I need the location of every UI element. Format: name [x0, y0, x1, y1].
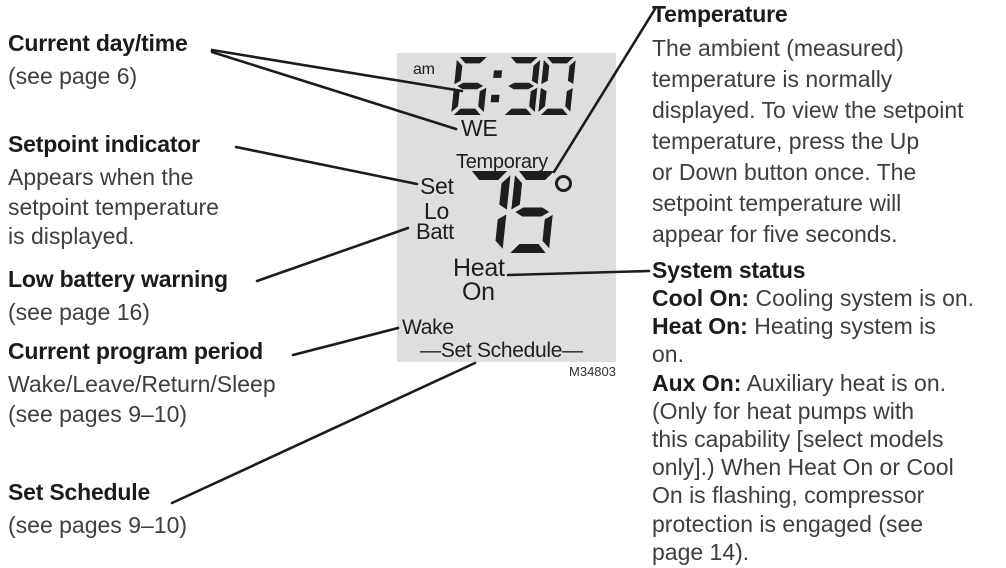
text-line: Wake/Leave/Return/Sleep [8, 371, 276, 397]
degree-symbol [555, 175, 572, 192]
temperature-digits [460, 171, 558, 253]
callout-body: Wake/Leave/Return/Sleep (see pages 9–10) [8, 370, 353, 429]
lo-battery-label: Lo [424, 198, 449, 224]
system-status-heading: System status [652, 257, 806, 283]
wake-period-label: Wake [402, 316, 454, 339]
text-line: (see page 6) [8, 63, 138, 89]
callout-heading: Current program period [8, 338, 264, 364]
text-line: on. [652, 341, 684, 368]
text-line: (see page 16) [8, 299, 150, 325]
text-line: protection is engaged (see [652, 510, 924, 537]
temperature-heading: Temperature [652, 1, 788, 27]
text-line: setpoint temperature [8, 193, 219, 220]
callout-body: (see page 6) [8, 62, 353, 92]
day-indicator: WE [461, 115, 498, 141]
callout-body: (see page 16) [8, 298, 353, 328]
am-indicator: am [413, 61, 435, 78]
callout-current-program-period: Current program period Wake/Leave/Return… [8, 337, 353, 429]
callout-heading: Setpoint indicator [8, 131, 200, 157]
text-line: page 14). [652, 538, 750, 565]
text-line: this capability [select models [652, 426, 944, 453]
text-line: only].) When Heat On or Cool [652, 454, 954, 481]
callout-body: (see pages 9–10) [8, 511, 353, 541]
text-line: or Down button once. The [652, 159, 917, 185]
system-status-description: Cool On: Cooling system is on. Heat On: H… [652, 284, 1006, 566]
set-schedule-display-label: —Set Schedule— [420, 339, 583, 362]
text-line: displayed. To view the setpoint [652, 97, 964, 123]
on-status-label: On [462, 278, 495, 306]
text-line: (see pages 9–10) [8, 400, 188, 427]
callout-current-day-time: Current day/time (see page 6) [8, 29, 353, 92]
text-line: Cool On: Cooling system is on. [652, 285, 975, 311]
heat-status-label: Heat [453, 254, 505, 282]
text-line: is displayed. [8, 223, 135, 249]
text-line: temperature is normally [652, 66, 893, 92]
temperature-description: The ambient (measured) temperature is nor… [652, 33, 1006, 250]
text-line: (see pages 9–10) [8, 512, 188, 538]
batt-battery-label: Batt [416, 219, 454, 244]
text-line: appear for five seconds. [652, 221, 898, 247]
time-digits [451, 57, 577, 115]
callout-set-schedule: Set Schedule (see pages 9–10) [8, 478, 353, 541]
model-number: M34803 [569, 364, 616, 379]
callout-body: Appears when the setpoint temperature is d… [8, 163, 353, 252]
setpoint-indicator-label: Set [420, 173, 454, 199]
temporary-indicator: Temporary [456, 151, 548, 173]
text-line: (Only for heat pumps with [652, 397, 915, 424]
callout-low-battery-warning: Low battery warning (see page 16) [8, 265, 353, 328]
text-line: temperature, press the Up [652, 128, 920, 154]
callout-heading: Current day/time [8, 30, 188, 56]
callout-heading: Low battery warning [8, 266, 228, 292]
thermostat-lcd-display: am WE Temporary Set Lo Batt Heat On Wake… [397, 53, 616, 362]
text-line: Appears when the [8, 164, 194, 190]
text-line: The ambient (measured) [652, 35, 904, 61]
text-line: Aux On: Auxiliary heat is on. [652, 369, 947, 396]
text-line: Heat On: Heating system is [652, 313, 936, 340]
right-column: Temperature The ambient (measured) temper… [652, 1, 1006, 566]
callout-setpoint-indicator: Setpoint indicator Appears when the setpo… [8, 130, 353, 252]
text-line: setpoint temperature will [652, 190, 902, 216]
text-line: On is flashing, compressor [652, 482, 925, 509]
callout-heading: Set Schedule [8, 479, 151, 505]
